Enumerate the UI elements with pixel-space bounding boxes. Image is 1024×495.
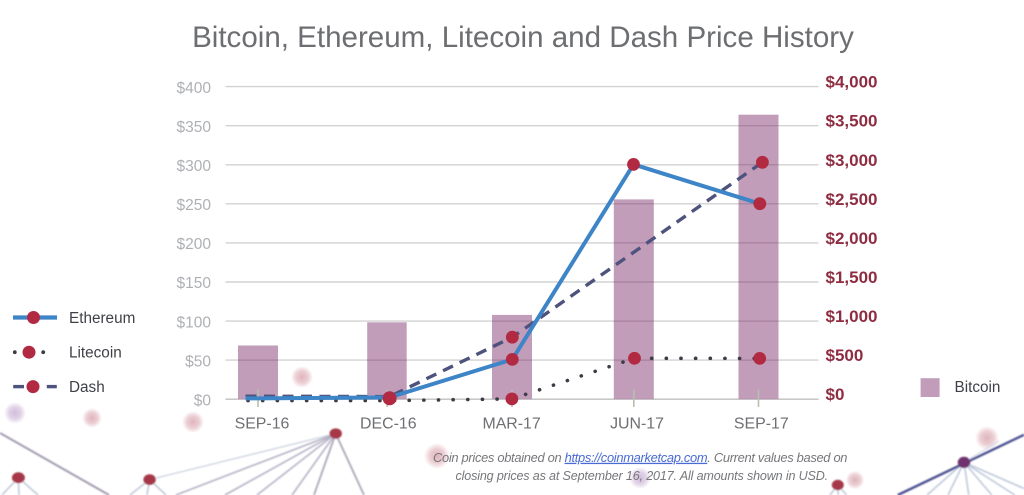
svg-text:SEP-16: SEP-16 [235,416,290,433]
svg-text:$1,000: $1,000 [826,307,878,326]
svg-text:$400: $400 [177,80,212,97]
svg-text:$1,500: $1,500 [826,268,878,287]
svg-text:$500: $500 [826,346,864,365]
svg-text:$2,000: $2,000 [826,229,878,248]
svg-text:Litecoin: Litecoin [69,345,122,362]
svg-text:$100: $100 [177,314,212,331]
svg-text:JUN-17: JUN-17 [610,416,664,433]
svg-text:DEC-16: DEC-16 [360,416,417,433]
svg-text:Coin prices obtained on https:: Coin prices obtained on https://coinmark… [433,450,847,465]
svg-text:$150: $150 [177,275,212,292]
svg-text:$4,000: $4,000 [826,73,878,92]
svg-text:$2,500: $2,500 [826,190,878,209]
svg-text:$200: $200 [177,236,212,253]
svg-text:SEP-17: SEP-17 [734,416,789,433]
svg-text:Bitcoin: Bitcoin [955,379,1001,396]
svg-text:$0: $0 [826,385,845,404]
svg-text:Dash: Dash [69,379,105,396]
svg-text:$50: $50 [185,353,211,370]
svg-text:$300: $300 [177,158,212,175]
svg-text:$350: $350 [177,119,212,136]
svg-text:$3,000: $3,000 [826,151,878,170]
svg-text:$250: $250 [177,197,212,214]
svg-text:$3,500: $3,500 [826,112,878,131]
svg-text:MAR-17: MAR-17 [482,416,540,433]
svg-text:Bitcoin, Ethereum, Litecoin an: Bitcoin, Ethereum, Litecoin and Dash Pri… [192,21,854,54]
svg-text:closing prices as at September: closing prices as at September 16, 2017.… [456,469,829,483]
svg-text:Ethereum: Ethereum [69,310,135,327]
svg-text:$0: $0 [194,392,212,409]
